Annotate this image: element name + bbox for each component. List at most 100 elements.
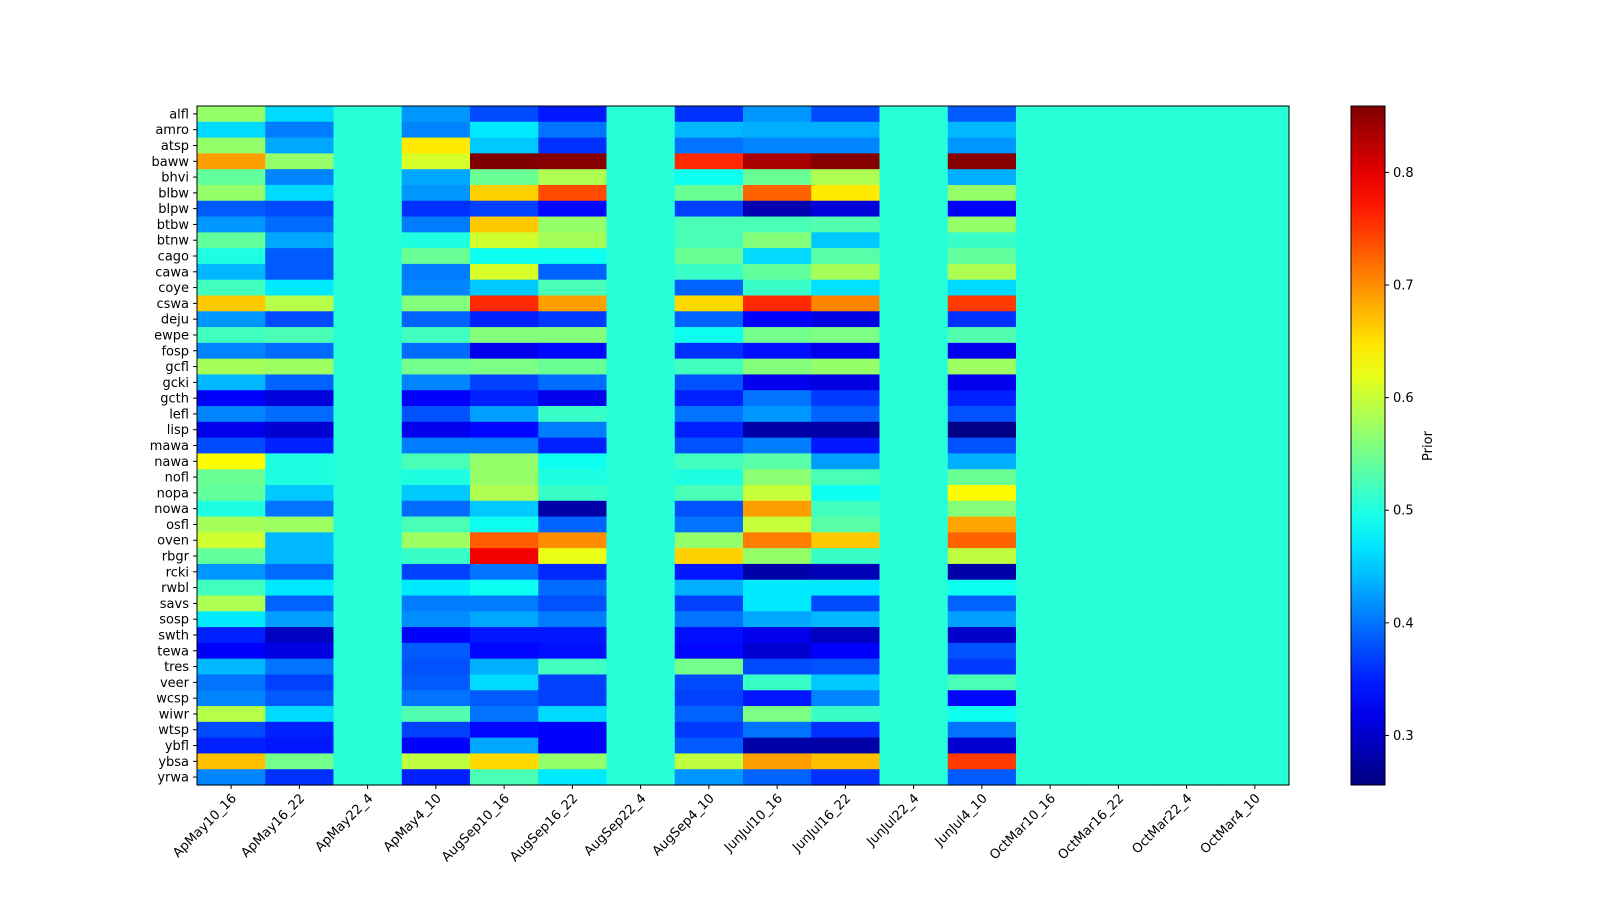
heatmap-cell-swth-AugSep22_4 [606, 627, 676, 644]
heatmap-cell-ewpe-OctMar10_16 [1016, 327, 1085, 344]
y-tick-label: blpw [158, 202, 189, 217]
heatmap-cell-cago-AugSep22_4 [606, 248, 676, 265]
y-tick-label: swth [158, 628, 189, 643]
heatmap-cell-amro-ApMay16_22 [265, 121, 335, 139]
heatmap-cell-ybsa-ApMay10_16 [197, 753, 266, 770]
heatmap-cell-rwbl-OctMar4_10 [1220, 579, 1290, 597]
heatmap-cell-nowa-ApMay10_16 [197, 500, 266, 518]
heatmap-cell-gcfl-OctMar4_10 [1220, 358, 1290, 376]
heatmap-cell-wcsp-OctMar22_4 [1152, 690, 1222, 707]
heatmap-cell-lefl-JunJul10_16 [743, 406, 812, 423]
heatmap-cell-coye-AugSep4_10 [674, 279, 744, 297]
heatmap-cell-nawa-ApMay22_4 [333, 453, 403, 470]
heatmap-cell-btnw-ApMay10_16 [197, 232, 266, 249]
heatmap-cell-nofl-ApMay22_4 [333, 469, 403, 486]
heatmap-cell-ybsa-AugSep16_22 [538, 753, 608, 770]
heatmap-cell-oven-ApMay4_10 [401, 532, 471, 549]
heatmap-cell-tewa-ApMay10_16 [197, 642, 266, 660]
heatmap-cell-ewpe-AugSep16_22 [538, 327, 608, 344]
y-tick-label: gcki [162, 376, 189, 391]
heatmap-cell-sosp-AugSep4_10 [674, 611, 744, 628]
heatmap-cell-lefl-ApMay16_22 [265, 406, 335, 423]
heatmap-cell-gcfl-JunJul22_4 [879, 358, 949, 376]
heatmap-cell-cswa-OctMar16_22 [1084, 295, 1154, 312]
heatmap-cell-btbw-ApMay22_4 [333, 216, 403, 233]
heatmap-cell-fosp-JunJul4_10 [947, 342, 1017, 360]
heatmap-cell-osfl-JunJul4_10 [947, 516, 1017, 533]
heatmap-cell-cswa-JunJul4_10 [947, 295, 1017, 312]
heatmap-cell-nofl-OctMar16_22 [1084, 469, 1154, 486]
heatmap-cell-sosp-ApMay4_10 [401, 611, 471, 628]
heatmap-cell-fosp-OctMar4_10 [1220, 342, 1290, 360]
heatmap-cell-btnw-AugSep4_10 [674, 232, 744, 249]
colorbar-tick-label: 0.7 [1393, 279, 1414, 294]
heatmap-cell-baww-ApMay10_16 [197, 153, 266, 170]
heatmap-cell-blbw-OctMar22_4 [1152, 184, 1222, 202]
heatmap-cell-rwbl-OctMar10_16 [1016, 579, 1085, 597]
heatmap-cell-gcki-JunJul16_22 [811, 374, 881, 391]
heatmap-cell-cawa-ApMay22_4 [333, 263, 403, 281]
heatmap-cell-blpw-AugSep10_16 [470, 200, 539, 218]
heatmap-cell-ybsa-AugSep10_16 [470, 753, 539, 770]
heatmap-cell-nowa-OctMar22_4 [1152, 500, 1222, 518]
y-tick-label: nawa [154, 455, 189, 470]
heatmap-cell-ybsa-OctMar22_4 [1152, 753, 1222, 770]
heatmap-cell-alfl-OctMar16_22 [1084, 106, 1154, 123]
heatmap-cell-wtsp-AugSep10_16 [470, 721, 539, 739]
heatmap-cell-blbw-AugSep16_22 [538, 184, 608, 202]
heatmap-cell-deju-OctMar10_16 [1016, 311, 1085, 328]
heatmap-cells [197, 106, 1290, 786]
heatmap-cell-gcth-OctMar10_16 [1016, 390, 1085, 407]
heatmap-cell-alfl-JunJul16_22 [811, 106, 881, 123]
heatmap-cell-ybsa-OctMar4_10 [1220, 753, 1290, 770]
heatmap-cell-nofl-ApMay4_10 [401, 469, 471, 486]
heatmap-cell-tres-OctMar10_16 [1016, 658, 1085, 676]
heatmap-cell-baww-AugSep4_10 [674, 153, 744, 170]
heatmap-cell-sosp-OctMar16_22 [1084, 611, 1154, 628]
heatmap-cell-mawa-AugSep16_22 [538, 437, 608, 454]
heatmap-cell-atsp-AugSep4_10 [674, 137, 744, 154]
heatmap-cell-gcth-AugSep4_10 [674, 390, 744, 407]
heatmap-cell-veer-AugSep10_16 [470, 674, 539, 691]
heatmap-cell-sosp-ApMay22_4 [333, 611, 403, 628]
colorbar-tick-label: 0.4 [1393, 616, 1414, 631]
heatmap-cell-bhvi-ApMay16_22 [265, 169, 335, 186]
heatmap-cell-ybsa-ApMay16_22 [265, 753, 335, 770]
heatmap-cell-blpw-OctMar22_4 [1152, 200, 1222, 218]
heatmap-cell-mawa-JunJul16_22 [811, 437, 881, 454]
heatmap-cell-mawa-ApMay4_10 [401, 437, 471, 454]
heatmap-cell-lisp-ApMay16_22 [265, 421, 335, 439]
heatmap-cell-btbw-ApMay16_22 [265, 216, 335, 233]
heatmap-cell-wcsp-JunJul16_22 [811, 690, 881, 707]
heatmap-cell-bhvi-ApMay4_10 [401, 169, 471, 186]
heatmap-cell-ewpe-AugSep4_10 [674, 327, 744, 344]
heatmap-cell-wtsp-JunJul22_4 [879, 721, 949, 739]
heatmap-cell-wcsp-ApMay4_10 [401, 690, 471, 707]
heatmap-cell-osfl-JunJul10_16 [743, 516, 812, 533]
heatmap-cell-btnw-JunJul16_22 [811, 232, 881, 249]
heatmap-cell-wiwr-AugSep22_4 [606, 706, 676, 723]
heatmap-cell-nopa-OctMar16_22 [1084, 484, 1154, 502]
heatmap-cell-tewa-AugSep10_16 [470, 642, 539, 660]
heatmap-cell-rbgr-JunJul22_4 [879, 548, 949, 565]
heatmap-cell-btnw-ApMay4_10 [401, 232, 471, 249]
heatmap-cell-swth-OctMar10_16 [1016, 627, 1085, 644]
heatmap-cell-rwbl-AugSep16_22 [538, 579, 608, 597]
heatmap-cell-rcki-OctMar10_16 [1016, 563, 1085, 581]
heatmap-cell-blbw-AugSep22_4 [606, 184, 676, 202]
heatmap-cell-fosp-OctMar22_4 [1152, 342, 1222, 360]
heatmap-cell-cago-JunJul4_10 [947, 248, 1017, 265]
heatmap-cell-gcki-OctMar4_10 [1220, 374, 1290, 391]
heatmap-cell-savs-OctMar22_4 [1152, 595, 1222, 612]
heatmap-cell-nowa-ApMay22_4 [333, 500, 403, 518]
heatmap-cell-oven-OctMar10_16 [1016, 532, 1085, 549]
heatmap-cell-ybfl-ApMay22_4 [333, 737, 403, 755]
heatmap-cell-lisp-ApMay4_10 [401, 421, 471, 439]
heatmap-cell-atsp-JunJul22_4 [879, 137, 949, 154]
heatmap-cell-wcsp-OctMar10_16 [1016, 690, 1085, 707]
heatmap-cell-sosp-JunJul4_10 [947, 611, 1017, 628]
heatmap-cell-blbw-JunJul10_16 [743, 184, 812, 202]
heatmap-cell-btnw-OctMar22_4 [1152, 232, 1222, 249]
x-tick-label: ApMay10_16 [170, 791, 240, 861]
heatmap-cell-veer-ApMay16_22 [265, 674, 335, 691]
